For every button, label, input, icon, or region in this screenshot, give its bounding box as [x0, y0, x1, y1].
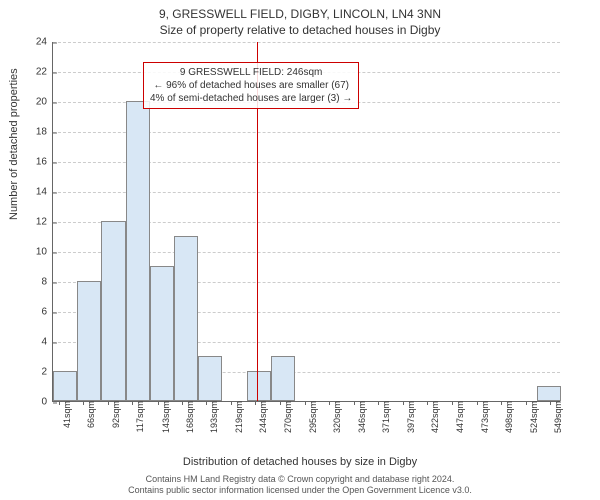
gridline — [53, 42, 560, 43]
y-tick-label: 4 — [41, 337, 53, 348]
chart-title-block: 9, GRESSWELL FIELD, DIGBY, LINCOLN, LN4 … — [0, 0, 600, 38]
x-tick-label: 473sqm — [476, 401, 490, 433]
x-tick-label: 320sqm — [328, 401, 342, 433]
x-tick-label: 295sqm — [304, 401, 318, 433]
x-tick-label: 219sqm — [230, 401, 244, 433]
histogram-bar — [247, 371, 271, 401]
y-tick-label: 6 — [41, 307, 53, 318]
histogram-bar — [53, 371, 77, 401]
x-axis-label: Distribution of detached houses by size … — [0, 456, 600, 468]
y-tick-label: 18 — [36, 127, 53, 138]
title-line1: 9, GRESSWELL FIELD, DIGBY, LINCOLN, LN4 … — [0, 6, 600, 22]
x-tick-label: 346sqm — [353, 401, 367, 433]
y-tick-label: 14 — [36, 187, 53, 198]
footer-line1: Contains HM Land Registry data © Crown c… — [0, 474, 600, 485]
x-tick-label: 168sqm — [181, 401, 195, 433]
histogram-bar — [537, 386, 561, 401]
x-tick-label: 270sqm — [279, 401, 293, 433]
footer-attribution: Contains HM Land Registry data © Crown c… — [0, 474, 600, 497]
x-tick-label: 66sqm — [82, 401, 96, 428]
x-tick-label: 92sqm — [107, 401, 121, 428]
x-tick-label: 143sqm — [157, 401, 171, 433]
x-tick-label: 447sqm — [451, 401, 465, 433]
annotation-line: 4% of semi-detached houses are larger (3… — [150, 92, 352, 105]
x-tick-label: 117sqm — [131, 401, 145, 432]
chart-area: 0246810121416182022249 GRESSWELL FIELD: … — [52, 42, 560, 402]
footer-line2: Contains public sector information licen… — [0, 485, 600, 496]
plot-region: 0246810121416182022249 GRESSWELL FIELD: … — [52, 42, 560, 402]
x-tick-label: 193sqm — [205, 401, 219, 433]
annotation-line: ← 96% of detached houses are smaller (67… — [150, 79, 352, 92]
y-tick-label: 8 — [41, 277, 53, 288]
histogram-bar — [150, 266, 174, 401]
y-tick-label: 12 — [36, 217, 53, 228]
x-tick-label: 371sqm — [377, 401, 391, 433]
annotation-box: 9 GRESSWELL FIELD: 246sqm← 96% of detach… — [143, 62, 359, 109]
x-tick-label: 41sqm — [58, 401, 72, 428]
y-tick-label: 22 — [36, 67, 53, 78]
y-tick-label: 2 — [41, 367, 53, 378]
histogram-bar — [271, 356, 295, 401]
y-tick-label: 24 — [36, 37, 53, 48]
y-tick-label: 0 — [41, 397, 53, 408]
y-tick-label: 20 — [36, 97, 53, 108]
y-tick-label: 16 — [36, 157, 53, 168]
y-axis-label: Number of detached properties — [8, 68, 20, 220]
x-tick-label: 422sqm — [426, 401, 440, 433]
histogram-bar — [126, 101, 150, 401]
histogram-bar — [174, 236, 198, 401]
x-tick-label: 244sqm — [254, 401, 268, 433]
histogram-bar — [198, 356, 222, 401]
x-tick-label: 524sqm — [525, 401, 539, 433]
y-tick-label: 10 — [36, 247, 53, 258]
x-tick-label: 498sqm — [500, 401, 514, 433]
x-tick-label: 549sqm — [549, 401, 563, 433]
title-line2: Size of property relative to detached ho… — [0, 22, 600, 38]
annotation-line: 9 GRESSWELL FIELD: 246sqm — [150, 66, 352, 79]
x-tick-label: 397sqm — [402, 401, 416, 433]
histogram-bar — [77, 281, 101, 401]
histogram-bar — [101, 221, 125, 401]
